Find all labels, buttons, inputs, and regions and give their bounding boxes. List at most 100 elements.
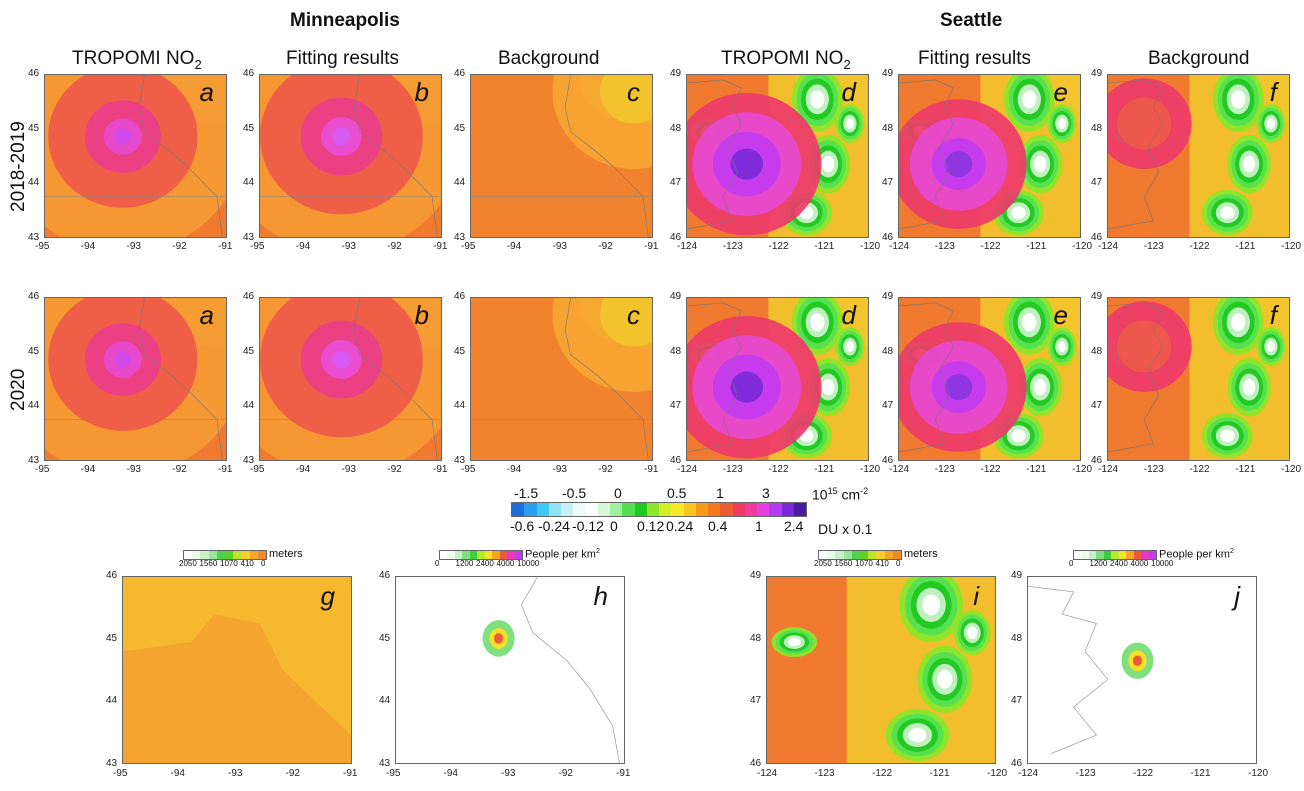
colorbar-swatch: [781, 503, 794, 516]
population-sea-legend-label: 1200: [1089, 559, 1108, 568]
x-tick-label: -93: [341, 464, 356, 475]
x-tick-label: -123: [934, 464, 955, 475]
map-seattle-fitting-1-field: [899, 298, 1080, 460]
map-minneapolis-fitting-0: b: [259, 74, 442, 238]
colorbar-swatch: [720, 503, 733, 516]
map-seattle-elevation-field: [767, 577, 995, 763]
population-mpls-legend-label: 0: [435, 559, 440, 568]
y-tick-label: 45: [28, 122, 40, 134]
y-tick-label: 46: [750, 758, 762, 769]
y-tick-label: 44: [454, 177, 466, 189]
elevation-sea-legend-label: 410: [875, 559, 889, 568]
colorbar-top-label: 1: [716, 485, 724, 501]
x-tick-label: -95: [35, 464, 50, 475]
colorbar-swatch: [732, 503, 745, 516]
map-seattle-tropomi-1-field: [687, 298, 868, 460]
colorbar-swatch: [561, 503, 574, 516]
population-sea-legend-label: 0: [1069, 559, 1074, 568]
y-tick-label: 44: [28, 177, 40, 189]
x-tick-label: -91: [218, 464, 233, 475]
x-tick-label: -92: [558, 768, 573, 779]
elevation-sea-legend-label: 1560: [834, 559, 853, 568]
y-tick-label: 48: [1011, 632, 1023, 644]
map-seattle-elevation: i: [766, 576, 996, 764]
y-tick-label: 47: [750, 695, 762, 707]
colorbar-swatch: [536, 503, 549, 516]
x-tick-label: -122: [1189, 464, 1210, 475]
elevation-mpls-legend-label: 1560: [199, 559, 218, 568]
map-seattle-background-0: f: [1107, 74, 1290, 238]
column-title-background-sea: Background: [1148, 48, 1250, 69]
x-tick-label: -92: [285, 768, 300, 779]
panel-letter-g: g: [320, 581, 335, 611]
y-tick-label: 45: [243, 122, 255, 134]
y-tick-label: 46: [379, 570, 391, 581]
colorbar-swatch: [793, 503, 806, 516]
column-title-tropomi-mpls: TROPOMI NO2: [72, 48, 202, 72]
colorbar-top-label: 0: [614, 485, 622, 501]
colorbar-swatch: [548, 503, 561, 516]
x-tick-label: -120: [1281, 241, 1302, 252]
population-sea-legend-label: 4000: [1130, 559, 1149, 568]
map-seattle-fitting-0-field: [899, 75, 1080, 237]
y-tick-label: 46: [106, 570, 118, 581]
x-tick-label: -91: [644, 464, 659, 475]
panel-letter-a: a: [199, 77, 214, 107]
x-tick-label: -95: [250, 241, 265, 252]
y-tick-label: 46: [243, 68, 255, 79]
map-minneapolis-fitting-1: b: [259, 297, 442, 461]
map-seattle-tropomi-0-field: [687, 75, 868, 237]
column-title-tropomi-sea: TROPOMI NO2: [721, 48, 851, 72]
colorbar-swatch: [573, 503, 586, 516]
minneapolis-title: Minneapolis: [290, 10, 400, 31]
x-tick-label: -93: [501, 768, 516, 779]
x-tick-label: -121: [1026, 241, 1047, 252]
y-tick-label: 43: [106, 758, 118, 769]
x-tick-label: -123: [1075, 768, 1096, 779]
x-tick-label: -91: [343, 768, 358, 779]
x-tick-label: -93: [341, 241, 356, 252]
y-tick-label: 43: [28, 232, 40, 243]
x-tick-label: -94: [506, 464, 522, 475]
x-tick-label: -124: [1098, 464, 1119, 475]
colorbar-swatch: [585, 503, 598, 516]
y-tick-label: 49: [882, 291, 894, 302]
colorbar-swatch: [769, 503, 782, 516]
y-tick-label: 43: [243, 455, 255, 466]
y-tick-label: 49: [1091, 68, 1103, 79]
x-tick-label: -93: [126, 241, 141, 252]
y-tick-label: 49: [670, 291, 682, 302]
map-minneapolis-background-0-field: [471, 75, 652, 237]
x-tick-label: -120: [987, 768, 1008, 779]
map-seattle-background-0-field: [1108, 75, 1289, 237]
colorbar-bottom-label: 0.4: [708, 518, 728, 534]
y-tick-label: 44: [243, 400, 255, 412]
x-tick-label: -122: [872, 768, 893, 779]
y-tick-label: 48: [670, 122, 682, 134]
x-tick-label: -91: [433, 241, 448, 252]
y-tick-label: 48: [882, 122, 894, 134]
y-tick-label: 47: [1011, 695, 1023, 707]
map-minneapolis-fitting-0-field: [260, 75, 441, 237]
map-minneapolis-background-0: c: [470, 74, 653, 238]
y-tick-label: 46: [243, 291, 255, 302]
x-tick-label: -93: [552, 241, 567, 252]
x-tick-label: -93: [228, 768, 243, 779]
panel-letter-d: d: [841, 300, 856, 330]
x-tick-label: -120: [860, 464, 881, 475]
population-mpls-legend-label: 10000: [517, 559, 540, 568]
x-tick-label: -122: [1133, 768, 1154, 779]
panel-letter-c: c: [627, 300, 640, 330]
panel-letter-b: b: [414, 300, 429, 330]
panel-letter-i: i: [973, 581, 979, 611]
x-tick-label: -94: [80, 241, 96, 252]
y-tick-label: 49: [670, 68, 682, 79]
y-tick-label: 44: [28, 400, 40, 412]
panel-letter-e: e: [1053, 77, 1068, 107]
y-tick-label: 43: [379, 758, 391, 769]
x-tick-label: -91: [218, 241, 233, 252]
y-tick-label: 46: [670, 455, 682, 466]
column-title-background-mpls: Background: [498, 48, 600, 69]
y-tick-label: 46: [28, 68, 40, 79]
map-minneapolis-population: h: [395, 576, 625, 764]
